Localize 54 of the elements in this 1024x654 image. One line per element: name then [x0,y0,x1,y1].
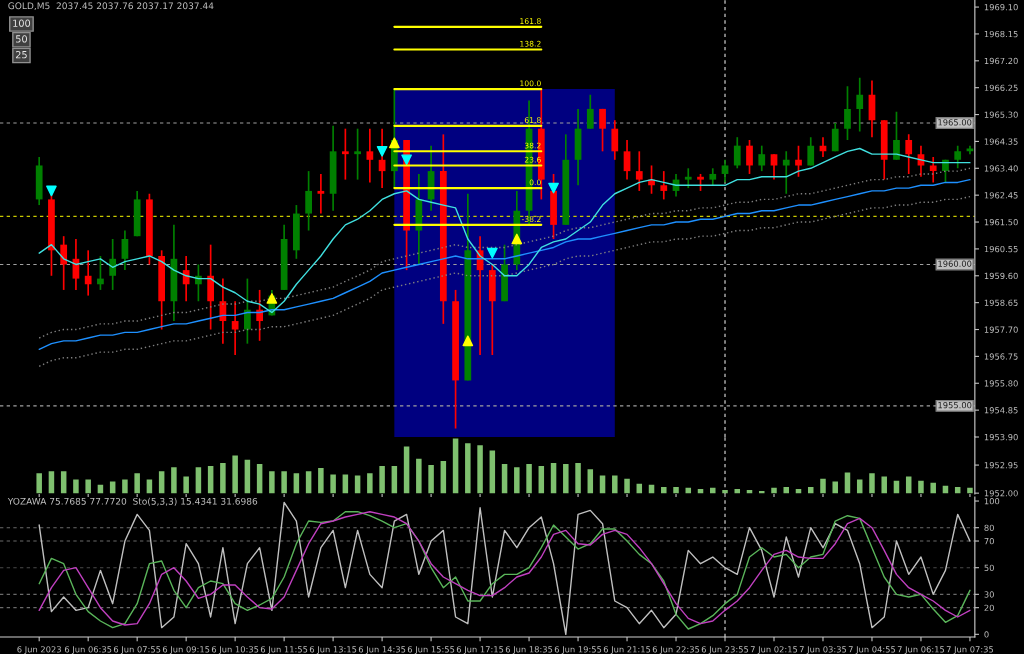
y-tick-label: 1952.00 [984,490,1018,497]
chart-title: YOZAWA 75.7685 77.7720 Sto(5,3,3) 15.4341 31.6986 [7,497,258,506]
x-tick-label: 7 Jun 03:35 [799,646,847,654]
y-tick-label: 1953.90 [984,433,1018,441]
y-tick-label: 100 [984,498,1000,505]
x-tick-label: 6 Jun 23:55 [701,646,749,654]
y-tick-label: 1969.10 [984,4,1018,11]
y-tick-label: 0 [984,631,989,638]
x-tick-label: 6 Jun 19:55 [554,646,602,654]
y-tick-label: 1961.50 [984,219,1018,226]
y-tick-label: 1958.65 [984,299,1018,306]
y-tick-label: 30 [984,591,994,598]
chart-title: GOLD,M5 2037.45 2037.76 2037.17 2037.44 [8,2,214,11]
y-tick-label: 1963.40 [984,165,1018,172]
y-tick-label: 1960.55 [984,245,1018,253]
x-tick-label: 6 Jun 17:15 [456,646,504,654]
x-tick-label: 6 Jun 13:15 [309,646,357,654]
text: 100 [13,19,31,27]
x-tick-label: 6 Jun 21:15 [603,646,651,654]
y-tick-label: 1968.15 [984,30,1018,38]
y-tick-label: 1956.75 [984,353,1018,360]
y-tick-label: 1957.70 [984,326,1018,333]
ref-line-label: 1965.00 [938,119,972,126]
x-tick-label: 6 Jun 14:35 [358,646,406,654]
y-tick-label: 1959.60 [984,272,1018,280]
text: 25 [15,50,27,59]
x-tick-label: 7 Jun 02:15 [750,646,798,654]
y-tick-label: 50 [984,564,994,571]
x-tick-label: 6 Jun 2023 [17,646,61,654]
x-tick-label: 7 Jun 04:55 [848,646,896,654]
y-tick-label: 1967.20 [984,57,1018,65]
ref-line-label: 1955.00 [938,402,972,409]
x-tick-label: 7 Jun 07:35 [946,646,994,654]
x-tick-label: 6 Jun 15:55 [407,646,455,654]
x-tick-label: 6 Jun 07:55 [113,646,161,654]
x-tick-label: 6 Jun 11:55 [260,646,308,654]
x-tick-label: 6 Jun 06:35 [64,646,112,654]
x-tick-label: 6 Jun 09:15 [162,646,210,654]
y-tick-label: 1962.45 [984,192,1018,199]
ref-line-label: 1960.00 [938,260,972,267]
y-tick-label: 1955.80 [984,380,1018,387]
y-tick-label: 1964.35 [984,138,1018,145]
y-tick-label: 80 [984,524,994,531]
x-tick-label: 7 Jun 06:15 [897,646,945,654]
y-tick-label: 1966.25 [984,84,1018,91]
y-tick-label: 1952.95 [984,462,1018,469]
text: 50 [16,35,27,43]
x-tick-label: 6 Jun 18:35 [505,646,553,654]
x-tick-label: 6 Jun 22:35 [652,646,700,654]
y-tick-label: 1965.30 [984,111,1018,118]
x-tick-label: 6 Jun 10:35 [211,646,259,654]
y-tick-label: 1954.85 [984,407,1018,414]
y-tick-label: 70 [984,538,994,545]
y-tick-label: 20 [984,604,994,611]
